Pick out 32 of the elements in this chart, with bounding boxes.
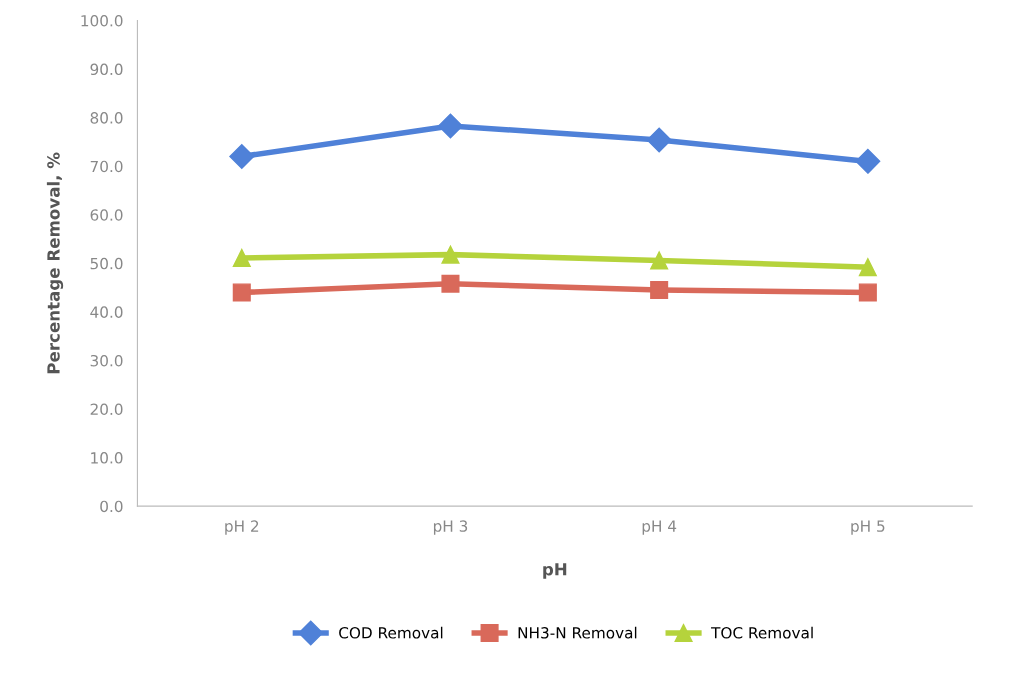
x-tick-label: pH 5 [851, 520, 885, 535]
point [858, 283, 877, 302]
legend-label: NH3-N Removal [518, 626, 637, 639]
point [650, 281, 669, 300]
x-tick-label: pH 3 [433, 520, 468, 535]
x-tick-label: pH 2 [225, 520, 259, 535]
y-tick-label: 30.0 [90, 354, 123, 367]
y-tick-label: 50.0 [90, 257, 123, 270]
y-tick-label: 90.0 [90, 63, 123, 76]
y-tick-label: 80.0 [90, 112, 123, 124]
point [646, 127, 672, 153]
point [650, 251, 669, 270]
legend-label: COD Removal [339, 626, 443, 639]
point [855, 148, 881, 174]
y-tick-label: 20.0 [90, 403, 123, 416]
x-axis-title: pH [543, 563, 567, 579]
point [232, 248, 251, 268]
point [229, 144, 255, 169]
x-tick-label: pH 4 [642, 520, 677, 535]
point [858, 258, 877, 277]
y-tick-label: 0.0 [100, 500, 123, 513]
point [441, 274, 460, 293]
y-axis-title: Percentage Removal, % [46, 152, 64, 374]
point [441, 245, 460, 264]
legend-label: TOC Removal [711, 626, 813, 639]
y-tick-label: 40.0 [90, 306, 123, 318]
y-tick-label: 10.0 [91, 452, 123, 464]
point [232, 283, 251, 302]
y-tick-label: 100.0 [81, 14, 123, 27]
point [437, 113, 463, 139]
y-tick-label: 60.0 [90, 209, 123, 221]
y-tick-label: 70.0 [90, 160, 123, 173]
